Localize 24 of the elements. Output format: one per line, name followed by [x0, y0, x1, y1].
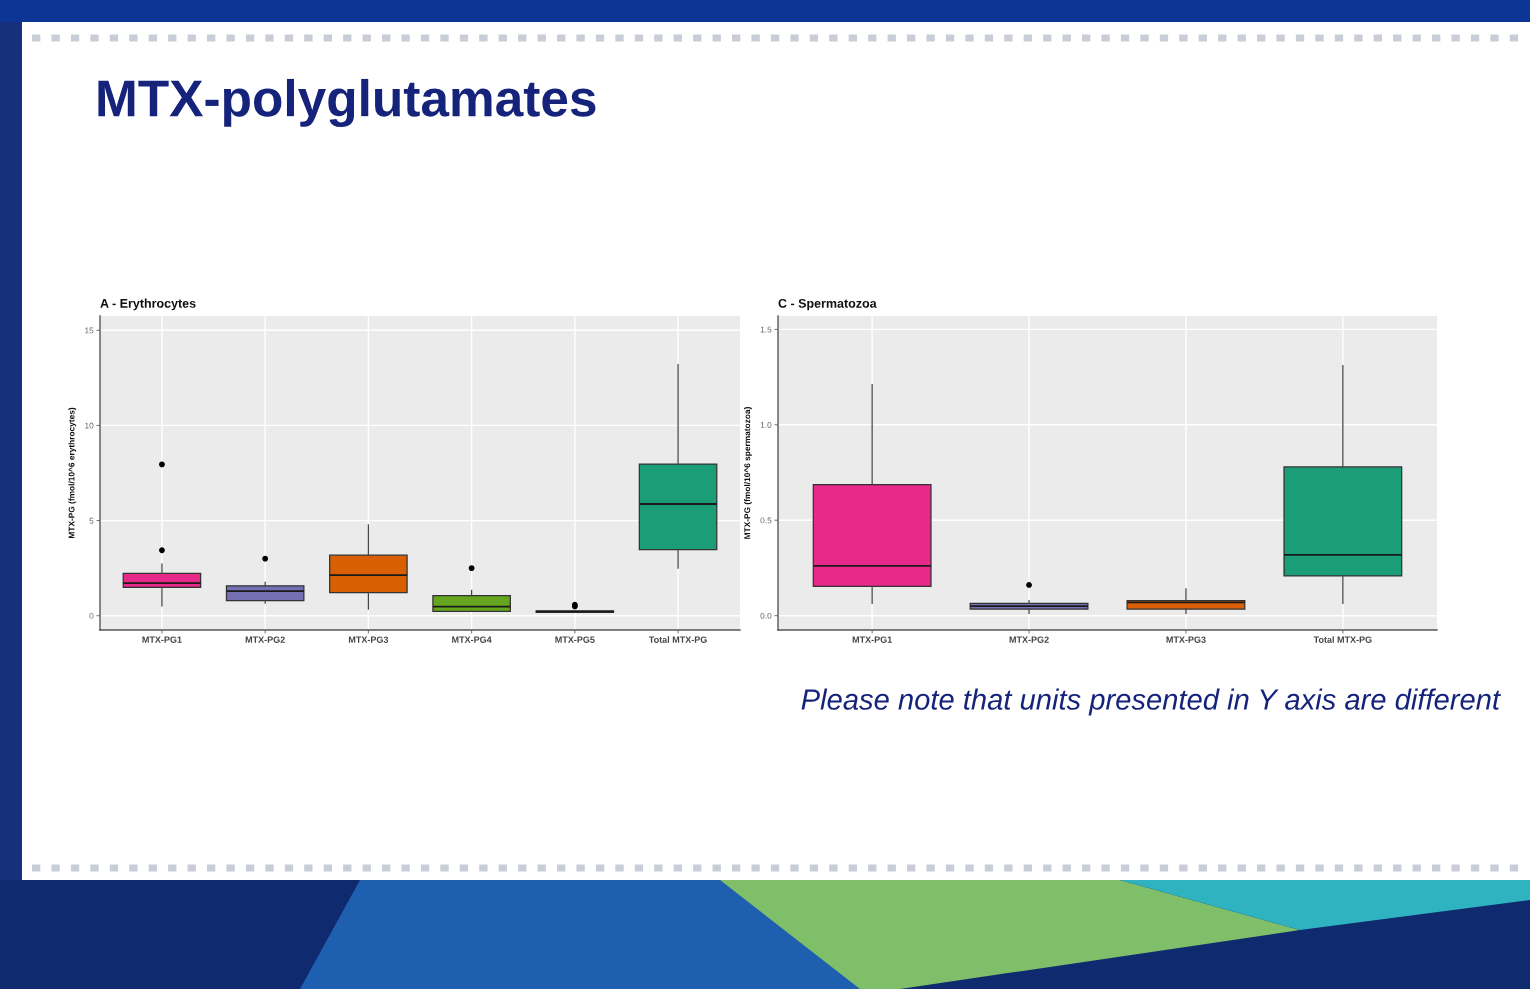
- y-tick-label: 0.0: [760, 612, 772, 619]
- x-tick-label: MTX-PG5: [555, 636, 595, 643]
- chart-title: A - Erythrocytes: [100, 298, 196, 311]
- x-tick-label: MTX-PG2: [245, 636, 285, 643]
- text: MTX-polyglutamates: [98, 78, 596, 128]
- text: Please note that units presented in Y axis are different: [801, 688, 1502, 716]
- x-tick-label: MTX-PG1: [142, 636, 182, 643]
- y-tick-label: 0: [89, 612, 94, 619]
- y-tick-label: 15: [85, 327, 94, 334]
- y-axis-title: MTX-PG (fmol/10^6 spermatozoa): [744, 407, 752, 539]
- x-tick-label: Total MTX-PG: [1313, 636, 1372, 643]
- y-axis-title: MTX-PG (fmol/10^6 erythrocytes): [68, 407, 77, 539]
- x-tick-label: MTX-PG3: [348, 636, 389, 643]
- x-tick-label: MTX-PG3: [1166, 636, 1206, 643]
- x-tick-label: MTX-PG2: [1009, 636, 1049, 643]
- x-tick-label: MTX-PG4: [452, 636, 492, 643]
- chart-title: C - Spermatozoa: [778, 298, 877, 311]
- y-tick-label: 1.0: [760, 422, 772, 428]
- y-tick-label: 5: [89, 517, 94, 524]
- x-tick-label: MTX-PG1: [852, 636, 892, 643]
- x-tick-label: Total MTX-PG: [648, 636, 707, 643]
- y-tick-label: 10: [85, 422, 94, 429]
- y-tick-label: 1.5: [760, 326, 772, 333]
- y-tick-label: 0.5: [760, 517, 772, 524]
